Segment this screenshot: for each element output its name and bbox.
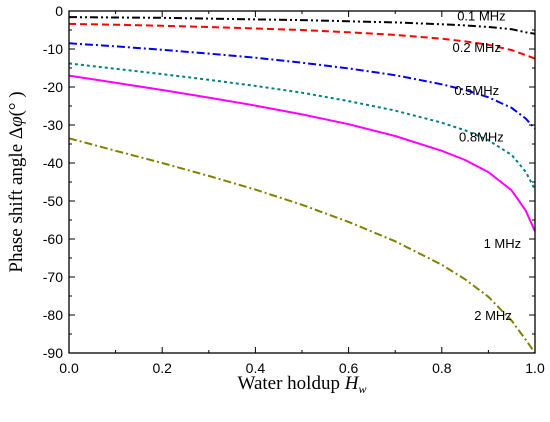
series-labels: 0.1 MHz 0.2 MHz 0.5MHz 0.8MHz 1 MHz 2 MHz (453, 9, 522, 323)
x-tick-label: 0.8 (432, 360, 452, 376)
y-tick-label: -80 (43, 307, 63, 323)
series-line-2-mhz (68, 137, 536, 354)
y-axis-title: Phase shift angle Δφ(° ) (6, 91, 27, 272)
y-tick-label: -20 (43, 79, 63, 95)
series-line-0-2-mhz (68, 22, 536, 60)
series-label-0-2-mhz: 0.2 MHz (453, 40, 501, 55)
series-line-0-8mhz (68, 62, 536, 191)
series-label-1-mhz: 1 MHz (484, 236, 522, 251)
x-axis-title: Water holdup Hw (238, 373, 367, 396)
y-tick-label: -40 (43, 155, 63, 171)
y-tick-label: -60 (43, 231, 63, 247)
x-tick-label: 0.4 (246, 360, 266, 376)
y-tick-label: -90 (43, 345, 63, 361)
y-axis-ticks: 0 -10 -20 -30 -40 -50 -60 -70 -80 -90 (43, 3, 535, 361)
y-tick-label: -50 (43, 193, 63, 209)
series-label-0-1-mhz: 0.1 MHz (457, 9, 505, 24)
y-tick-label: 0 (55, 3, 63, 19)
plot-frame (68, 10, 536, 354)
series-line-1-mhz (68, 74, 536, 232)
series-label-0-8mhz: 0.8MHz (459, 129, 504, 144)
series-line-0-5mhz (68, 42, 536, 130)
series-label-0-5mhz: 0.5MHz (454, 83, 499, 98)
x-tick-label: 0.0 (59, 360, 79, 376)
plot-lines (68, 16, 536, 354)
y-tick-label: -30 (43, 117, 63, 133)
x-axis-ticks: 0.0 0.2 0.4 0.6 0.8 1.0 (59, 11, 545, 376)
x-tick-label: 1.0 (525, 360, 545, 376)
y-tick-label: -10 (43, 41, 63, 57)
y-tick-label: -70 (43, 269, 63, 285)
x-tick-label: 0.6 (339, 360, 359, 376)
series-line-0-1-mhz (68, 16, 536, 35)
series-label-2-mhz: 2 MHz (474, 308, 512, 323)
x-tick-label: 0.2 (152, 360, 172, 376)
